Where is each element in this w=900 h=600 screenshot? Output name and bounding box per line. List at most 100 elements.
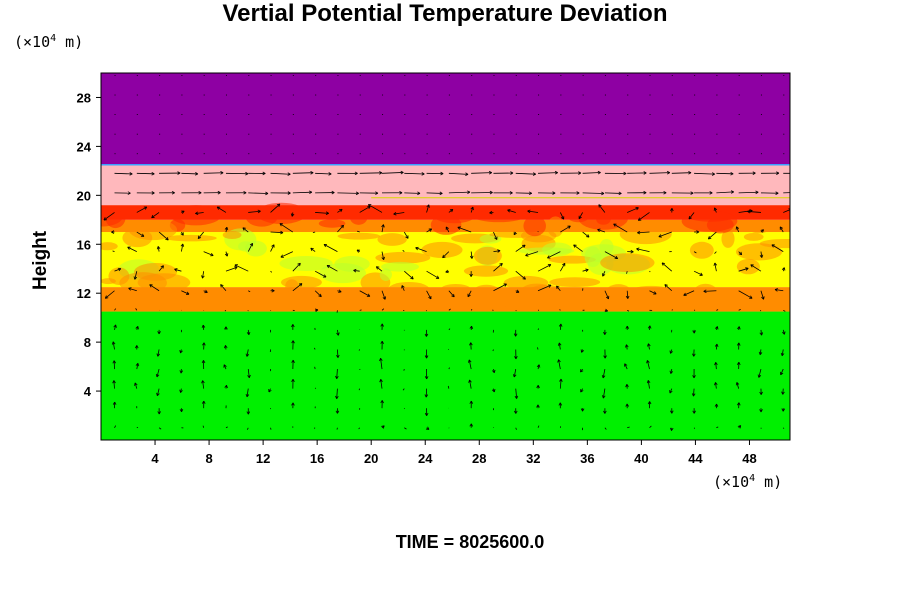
wind-arrow (471, 170, 492, 175)
wind-arrow (492, 368, 496, 373)
wind-arrow (151, 212, 160, 219)
wind-arrow (649, 170, 670, 175)
wind-arrow (424, 388, 429, 398)
wind-arrow (156, 246, 161, 252)
wind-arrow (445, 269, 449, 274)
wind-arrow (314, 290, 322, 298)
wind-arrow (203, 289, 208, 294)
texture-blob (748, 223, 770, 234)
wind-arrow (467, 359, 472, 370)
texture-blob (440, 283, 471, 295)
wind-arrow (582, 191, 605, 196)
texture-blob (318, 219, 346, 228)
wind-arrow (688, 212, 695, 220)
texture-blob (568, 212, 589, 223)
wind-arrow (292, 262, 301, 272)
wind-arrow (224, 251, 229, 257)
wind-arrow (736, 361, 741, 370)
wind-arrow (149, 284, 160, 292)
wind-arrow (246, 427, 249, 430)
wind-arrow (713, 262, 718, 272)
wind-arrow (760, 290, 765, 300)
temperature-band (101, 164, 790, 206)
wind-arrow (157, 329, 161, 335)
wind-arrow (671, 309, 673, 311)
wind-arrow (326, 264, 338, 272)
wind-arrow (426, 171, 444, 176)
wind-arrow (467, 290, 472, 298)
wind-arrow (738, 267, 749, 272)
wind-arrow (312, 231, 316, 234)
wind-arrow (716, 171, 734, 176)
wind-arrow (112, 360, 117, 370)
chart-title: Vertial Potential Temperature Deviation (222, 0, 668, 27)
wind-arrow (758, 349, 763, 355)
texture-blob (285, 279, 299, 293)
wind-arrow (760, 191, 779, 195)
wind-arrow (759, 388, 763, 395)
x-tick-label: 4 (151, 451, 159, 466)
wind-arrow (234, 264, 249, 272)
wind-arrow (358, 388, 361, 391)
wind-arrow (103, 212, 115, 221)
wind-arrow (647, 401, 652, 409)
wind-arrow (580, 388, 584, 393)
wind-arrow (625, 403, 629, 409)
wind-arrow (158, 231, 169, 241)
wind-arrow (513, 329, 518, 337)
wind-arrow (604, 308, 608, 313)
wind-arrow (448, 328, 451, 331)
wind-arrow (292, 283, 303, 292)
wind-arrow (336, 349, 340, 358)
wind-arrow (247, 242, 254, 252)
wind-arrow (381, 224, 385, 233)
wind-arrow (179, 349, 183, 354)
wind-arrow (783, 172, 790, 174)
wind-arrow (314, 387, 317, 389)
wind-arrow (716, 309, 719, 311)
texture-blob (600, 253, 655, 273)
wind-arrow (624, 363, 628, 370)
x-tick-label: 28 (472, 451, 486, 466)
wind-arrow (737, 326, 741, 330)
wind-arrow (359, 290, 371, 297)
wind-arrow (560, 171, 582, 175)
wind-arrow (738, 290, 753, 299)
x-tick-label: 44 (688, 451, 703, 466)
wind-arrow (636, 247, 650, 252)
wind-arrow (602, 271, 606, 277)
wind-arrow (627, 426, 630, 429)
wind-arrow (223, 345, 228, 350)
wind-arrow (114, 267, 122, 272)
texture-blob (388, 282, 430, 297)
wind-arrow (603, 349, 607, 359)
wind-arrow (637, 230, 650, 235)
wind-arrow (735, 382, 740, 389)
wind-arrow (537, 264, 552, 272)
wind-arrow (270, 191, 291, 195)
wind-arrow (424, 329, 429, 337)
wind-arrow (613, 223, 628, 233)
texture-blob (105, 206, 126, 229)
wind-arrow (156, 349, 160, 357)
wind-arrow (114, 425, 117, 428)
wind-arrow (514, 388, 519, 399)
wind-arrow (402, 388, 405, 391)
wind-arrow (448, 208, 454, 213)
temperature-band (101, 73, 790, 165)
texture-blob (377, 233, 407, 246)
wind-arrow (291, 378, 295, 389)
wind-arrow (379, 379, 383, 389)
wind-arrow (155, 368, 160, 378)
wind-arrow (291, 359, 295, 370)
wind-arrow (515, 289, 520, 293)
wind-arrow (380, 400, 384, 409)
wind-arrow (580, 349, 585, 353)
wind-arrow (515, 191, 532, 196)
texture-blob (619, 224, 672, 245)
texture-blob (599, 239, 614, 255)
wind-arrow (114, 308, 117, 311)
wind-arrow (224, 384, 228, 389)
wind-arrow (353, 268, 360, 273)
wind-arrow (625, 384, 629, 389)
